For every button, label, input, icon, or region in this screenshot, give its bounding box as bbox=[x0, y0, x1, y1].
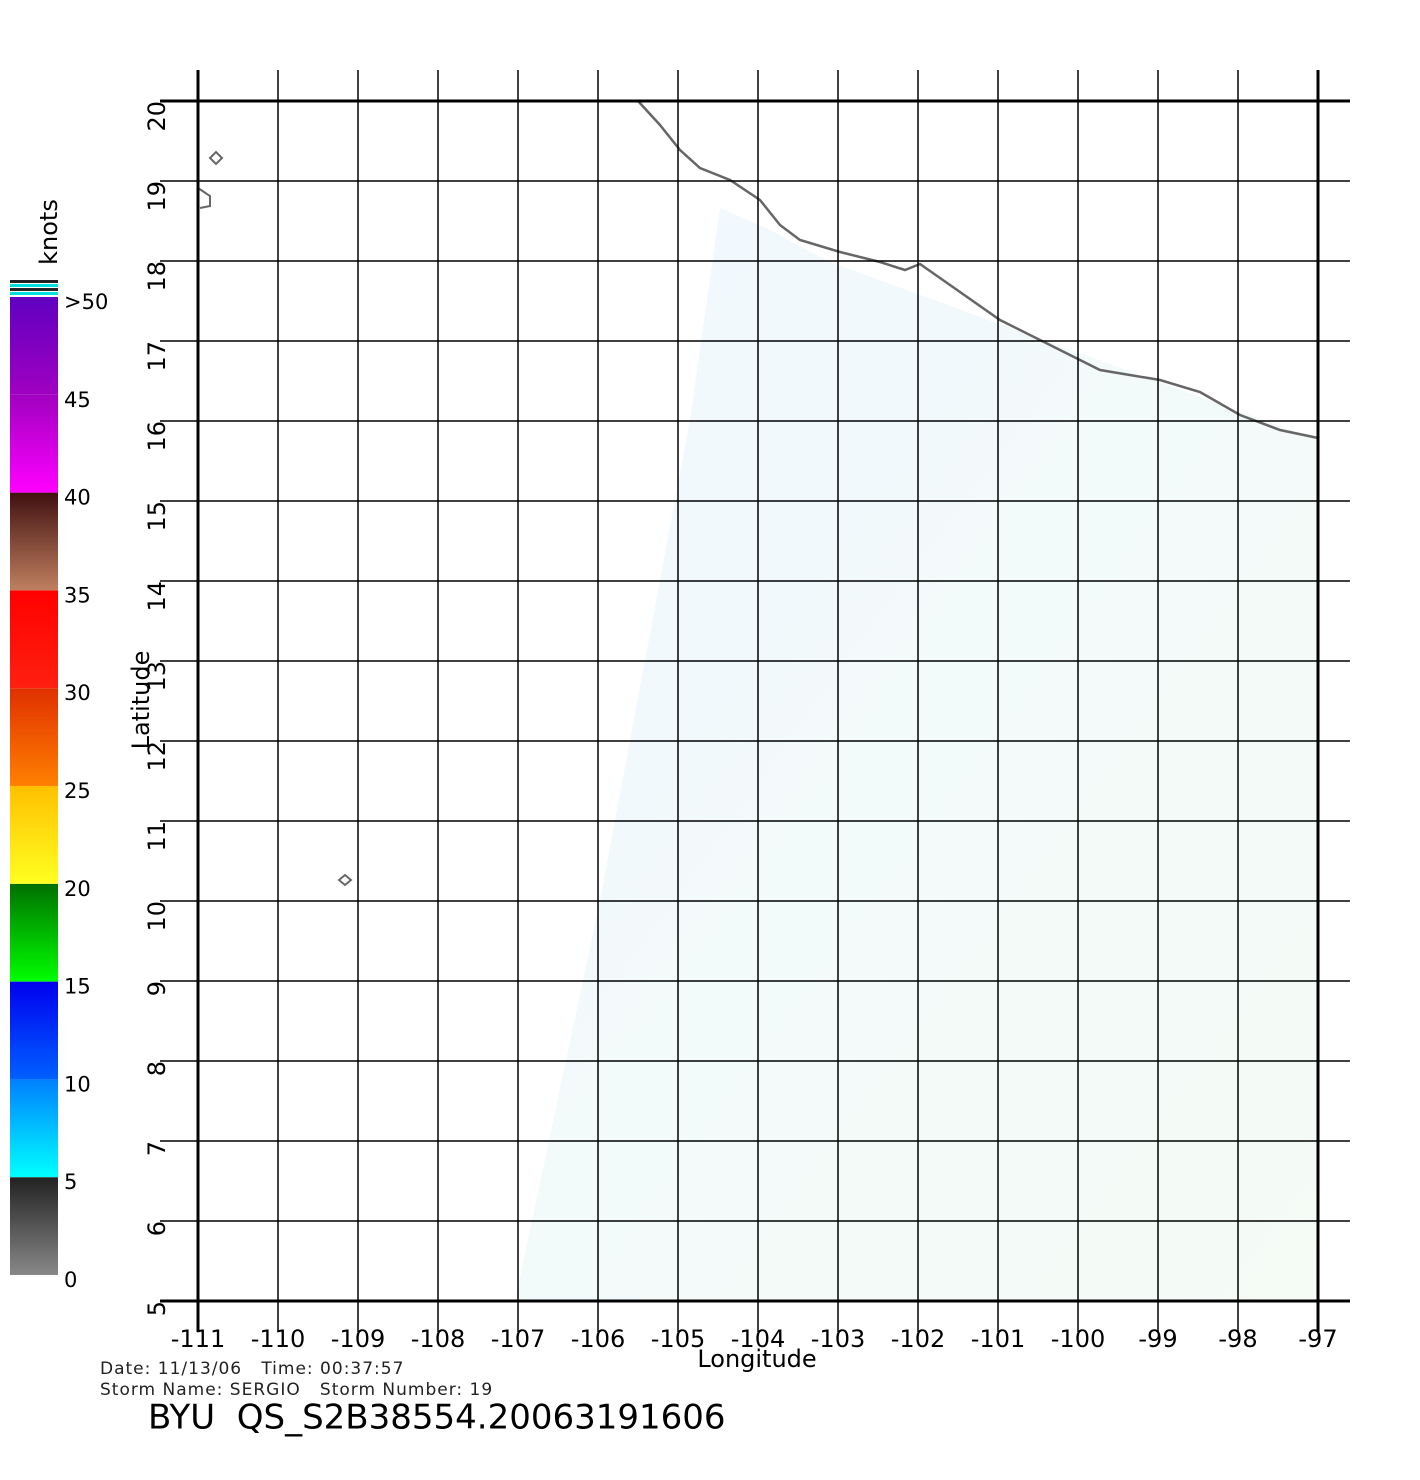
colorbar-segment bbox=[10, 1177, 58, 1275]
colorbar-label: 20 bbox=[64, 877, 91, 901]
coastline bbox=[197, 187, 211, 209]
x-tick-label: -98 bbox=[1218, 1325, 1257, 1353]
colorbar-cap bbox=[10, 284, 58, 287]
x-axis-label: Longitude bbox=[697, 1345, 816, 1373]
y-tick-label: 7 bbox=[143, 1141, 171, 1156]
date-line: Date: 11/13/06 Time: 00:37:57 bbox=[100, 1359, 404, 1379]
colorbar-label: 5 bbox=[64, 1170, 77, 1194]
x-tick-label: -104 bbox=[731, 1325, 785, 1353]
colorbar-label: >50 bbox=[64, 290, 108, 314]
y-tick-label: 17 bbox=[143, 341, 171, 372]
storm-line: Storm Name: SERGIO Storm Number: 19 bbox=[100, 1380, 493, 1400]
y-tick-label: 18 bbox=[143, 261, 171, 292]
colorbar-segment bbox=[10, 981, 58, 1080]
y-tick-label: 11 bbox=[143, 821, 171, 852]
y-tick-label: 5 bbox=[143, 1301, 171, 1316]
colorbar-segment bbox=[10, 786, 58, 884]
colorbar-segment bbox=[10, 297, 58, 395]
x-tick-label: -97 bbox=[1298, 1325, 1337, 1353]
colorbar-label: 0 bbox=[64, 1268, 77, 1292]
x-tick-label: -106 bbox=[571, 1325, 625, 1353]
colorbar-segment bbox=[10, 394, 58, 493]
x-tick-label: -105 bbox=[651, 1325, 705, 1353]
y-tick-label: 20 bbox=[143, 101, 171, 132]
x-tick-label: -109 bbox=[331, 1325, 385, 1353]
y-tick-label: 6 bbox=[143, 1221, 171, 1236]
colorbar-cap bbox=[10, 288, 58, 291]
y-tick-label: 14 bbox=[143, 581, 171, 612]
y-axis-label: Latitude bbox=[127, 651, 155, 750]
colorbar-segment bbox=[10, 492, 58, 591]
colorbar-label: 45 bbox=[64, 388, 91, 412]
x-tick-label: -101 bbox=[971, 1325, 1025, 1353]
swath bbox=[515, 208, 1318, 1301]
x-tick-label: -102 bbox=[891, 1325, 945, 1353]
coastline bbox=[637, 100, 1319, 440]
colorbar-segment bbox=[10, 590, 58, 689]
colorbar-segment bbox=[10, 1079, 58, 1178]
y-tick-label: 15 bbox=[143, 501, 171, 532]
colorbar-cap bbox=[10, 280, 58, 283]
island bbox=[337, 873, 353, 887]
x-tick-label: -100 bbox=[1051, 1325, 1105, 1353]
y-tick-label: 10 bbox=[143, 901, 171, 932]
colorbar-label: 40 bbox=[64, 486, 91, 510]
x-tick-label: -99 bbox=[1138, 1325, 1177, 1353]
x-tick-label: -103 bbox=[811, 1325, 865, 1353]
colorbar-label: 10 bbox=[64, 1072, 91, 1096]
y-tick-label: 16 bbox=[143, 421, 171, 452]
x-tick-label: -111 bbox=[171, 1325, 225, 1353]
y-tick-label: 9 bbox=[143, 981, 171, 996]
colorbar-label: 30 bbox=[64, 681, 91, 705]
y-tick-label: 12 bbox=[143, 741, 171, 772]
colorbar-cap bbox=[10, 292, 58, 295]
island bbox=[208, 150, 224, 166]
colorbar-label: 25 bbox=[64, 779, 91, 803]
colorbar-segment bbox=[10, 883, 58, 982]
x-tick-label: -107 bbox=[491, 1325, 545, 1353]
x-tick-label: -110 bbox=[251, 1325, 305, 1353]
colorbar-segment bbox=[10, 688, 58, 786]
colorbar-title: knots bbox=[35, 199, 63, 265]
x-tick-label: -108 bbox=[411, 1325, 465, 1353]
title: BYU QS_S2B38554.20063191606 bbox=[148, 1398, 726, 1438]
y-tick-label: 19 bbox=[143, 181, 171, 212]
colorbar-label: 15 bbox=[64, 975, 91, 999]
y-tick-label: 8 bbox=[143, 1061, 171, 1076]
y-tick-label: 13 bbox=[143, 661, 171, 692]
colorbar-label: 35 bbox=[64, 583, 91, 607]
